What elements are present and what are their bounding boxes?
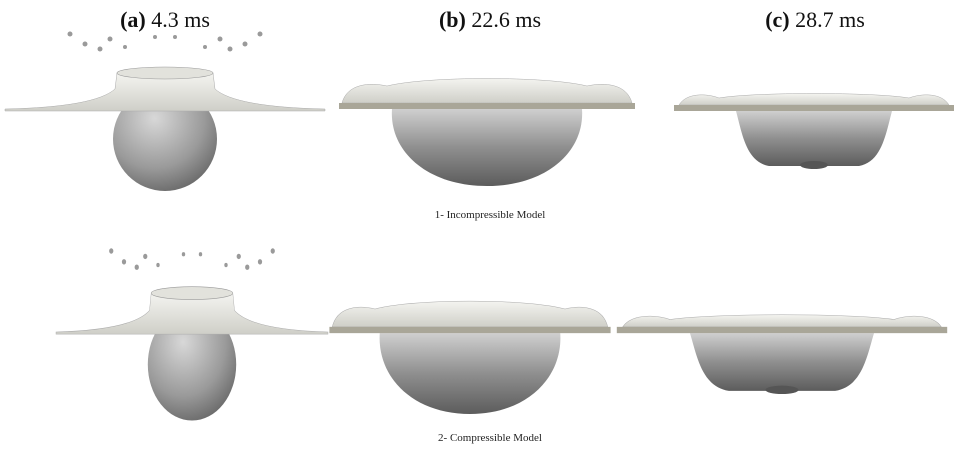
panel-heading: (b) 22.6 ms (439, 7, 541, 32)
panel-heading: (a) 4.3 ms (120, 7, 210, 32)
simulation-image (616, 314, 948, 395)
panel-time: 28.7 ms (795, 7, 865, 32)
row-caption: 2- Compressible Model (438, 432, 542, 444)
simulation-image (55, 247, 329, 422)
panel-label: (a) (120, 7, 146, 32)
panel-label: (c) (765, 7, 789, 32)
simulation-image (673, 93, 955, 170)
panel-label: (b) (439, 7, 466, 32)
simulation-image (338, 78, 636, 187)
simulation-image (328, 300, 612, 415)
panel-time: 22.6 ms (471, 7, 541, 32)
row-caption: 1- Incompressible Model (435, 209, 546, 221)
simulation-image (4, 31, 326, 192)
panel-time: 4.3 ms (151, 7, 210, 32)
panel-heading: (c) 28.7 ms (765, 7, 865, 32)
